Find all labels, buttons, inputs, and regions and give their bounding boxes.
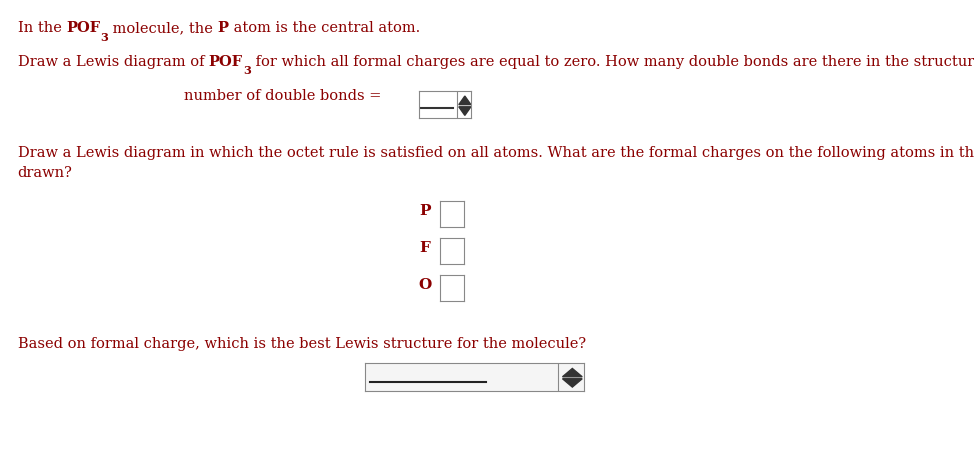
Text: Draw a Lewis diagram of: Draw a Lewis diagram of bbox=[18, 55, 208, 69]
Text: 3: 3 bbox=[100, 32, 108, 43]
Text: POF: POF bbox=[66, 21, 100, 35]
Text: drawn?: drawn? bbox=[18, 166, 72, 180]
Text: 3: 3 bbox=[243, 65, 250, 76]
Text: P: P bbox=[419, 204, 431, 218]
Polygon shape bbox=[459, 96, 470, 105]
Text: O: O bbox=[419, 278, 432, 292]
Text: Draw a Lewis diagram in which the octet rule is satisfied on all atoms. What are: Draw a Lewis diagram in which the octet … bbox=[18, 146, 974, 160]
Text: P: P bbox=[217, 21, 229, 35]
Text: for which all formal charges are equal to zero. How many double bonds are there : for which all formal charges are equal t… bbox=[250, 55, 974, 69]
Text: In the: In the bbox=[18, 21, 66, 35]
Text: number of double bonds =: number of double bonds = bbox=[184, 88, 382, 102]
Text: F: F bbox=[419, 241, 430, 255]
Polygon shape bbox=[459, 107, 470, 115]
Text: molecule, the: molecule, the bbox=[108, 21, 217, 35]
Polygon shape bbox=[563, 369, 582, 377]
Text: Based on formal charge, which is the best Lewis structure for the molecule?: Based on formal charge, which is the bes… bbox=[18, 337, 585, 351]
Text: atom is the central atom.: atom is the central atom. bbox=[229, 21, 420, 35]
Text: POF: POF bbox=[208, 55, 243, 69]
Polygon shape bbox=[563, 379, 582, 387]
